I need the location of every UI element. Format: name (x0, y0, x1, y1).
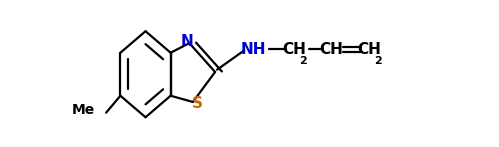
Text: CH: CH (319, 42, 343, 57)
Text: 2: 2 (374, 56, 381, 66)
Text: N: N (181, 35, 194, 50)
Text: CH: CH (282, 42, 306, 57)
Text: S: S (192, 96, 203, 111)
Text: 2: 2 (299, 56, 307, 66)
Text: NH: NH (241, 42, 266, 57)
Text: Me: Me (72, 103, 95, 117)
Text: CH: CH (357, 42, 381, 57)
